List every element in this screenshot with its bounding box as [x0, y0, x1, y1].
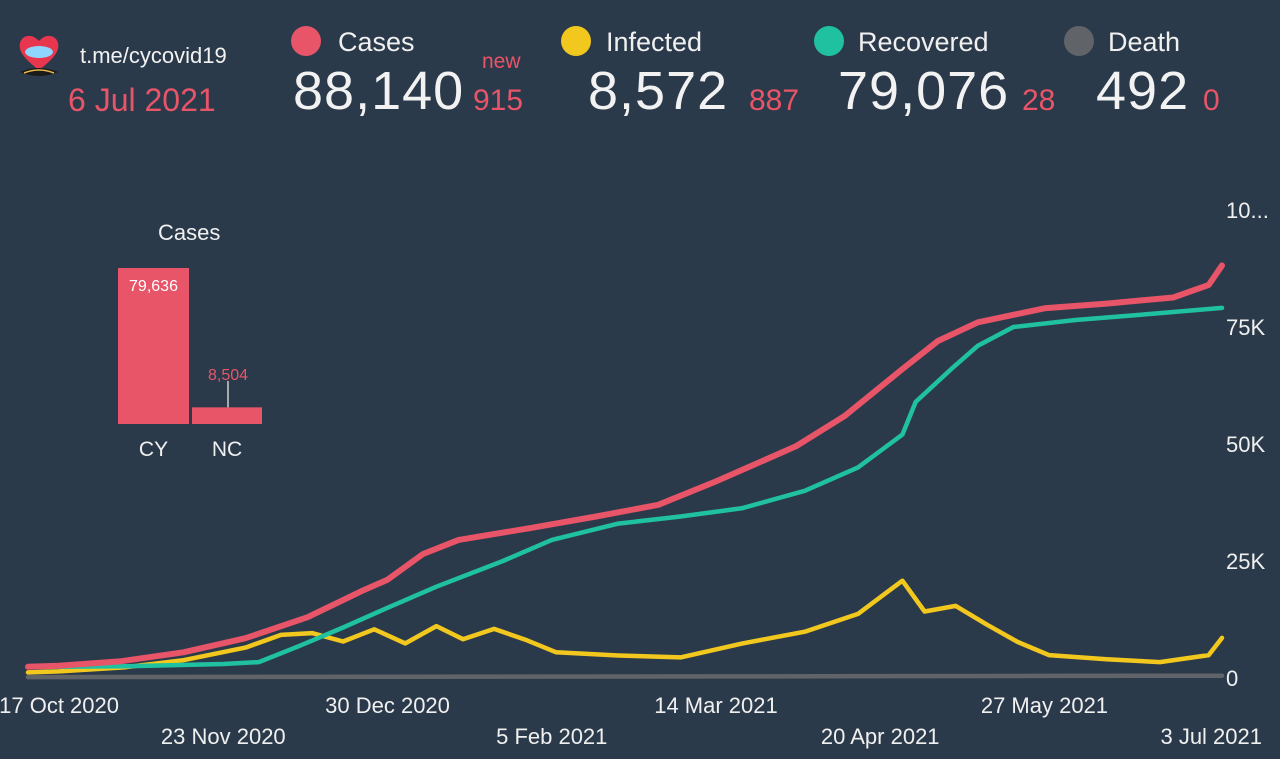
stat-delta: 915 [473, 84, 524, 117]
region-bar-chart: CY 79,636 NC 8,504 [118, 268, 262, 461]
x-tick-label: 5 Feb 2021 [496, 724, 607, 749]
report-date: 6 Jul 2021 [68, 82, 216, 118]
logo-heart-icon [19, 35, 59, 76]
stat-value: 79,076 [838, 61, 1010, 121]
mini-chart-title: Cases [158, 220, 221, 245]
x-tick-label: 30 Dec 2020 [325, 693, 450, 718]
death-legend-dot [1064, 26, 1094, 56]
series-line-cases [25, 262, 1225, 670]
bar-value-label: 8,504 [208, 367, 248, 384]
series-line-recovered [25, 305, 1225, 670]
bar-category-label: CY [139, 438, 168, 461]
stat-label: Recovered [858, 27, 989, 57]
x-tick-label: 27 May 2021 [981, 693, 1108, 718]
stat-delta: 0 [1203, 84, 1220, 117]
stat-label: Death [1108, 27, 1181, 57]
y-tick-label: 0 [1226, 666, 1238, 691]
source-link[interactable]: t.me/cycovid19 [80, 43, 227, 68]
stat-label: Infected [606, 27, 703, 57]
bar-category-label: NC [212, 438, 242, 461]
bar-nc [192, 407, 262, 424]
x-tick-label: 20 Apr 2021 [821, 724, 940, 749]
x-tick-label: 14 Mar 2021 [654, 693, 778, 718]
stat-value: 8,572 [588, 61, 729, 121]
recovered-legend-dot [814, 26, 844, 56]
y-tick-label: 10... [1226, 198, 1269, 223]
stat-delta: 887 [749, 84, 800, 117]
x-tick-label: 23 Nov 2020 [161, 724, 286, 749]
bar-value-label: 79,636 [129, 278, 178, 295]
x-tick-label: 17 Oct 2020 [0, 693, 119, 718]
cases-legend-dot [291, 26, 321, 56]
stat-value: 88,140 [293, 61, 465, 121]
infected-legend-dot [561, 26, 591, 56]
series-line-infected [25, 578, 1225, 675]
y-tick-label: 25K [1226, 549, 1265, 574]
stat-label: Cases [338, 27, 415, 57]
y-tick-label: 75K [1226, 315, 1265, 340]
new-label: new [482, 50, 521, 73]
y-tick-label: 50K [1226, 432, 1265, 457]
bar-cy [118, 268, 189, 424]
series-line-death [25, 673, 1225, 680]
stat-value: 492 [1096, 61, 1190, 121]
stat-delta: 28 [1022, 84, 1056, 117]
x-tick-label: 3 Jul 2021 [1160, 724, 1262, 749]
